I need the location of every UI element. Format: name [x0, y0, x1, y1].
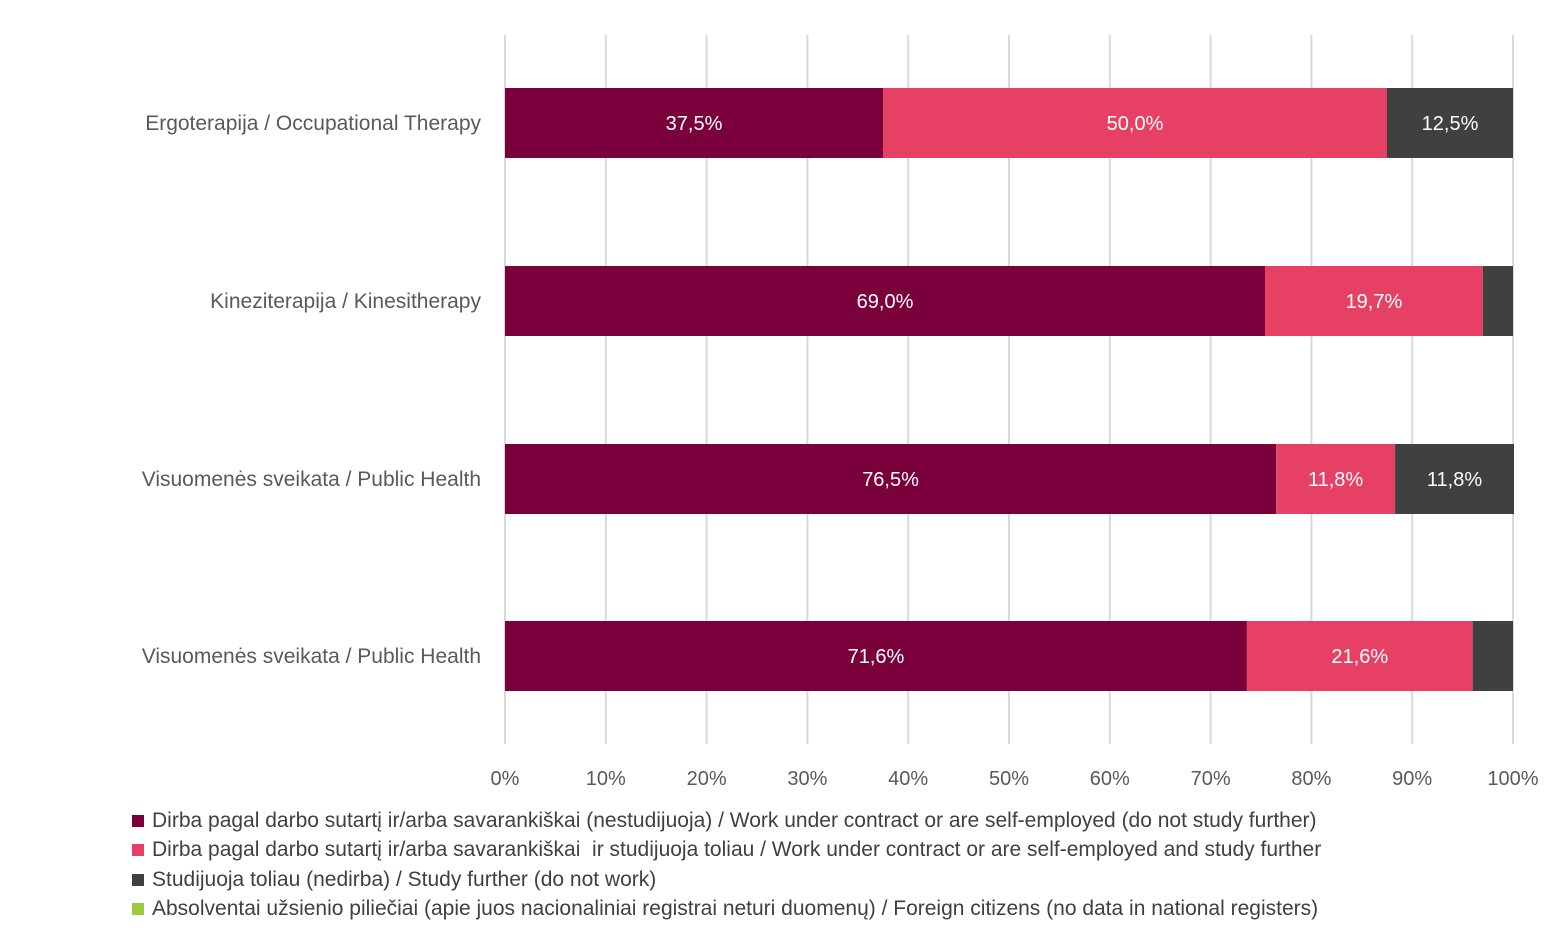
data-label: 12,5%: [1422, 113, 1479, 135]
bar-segment: [1387, 88, 1513, 158]
data-label: 21,6%: [1331, 646, 1388, 668]
x-tick-label: 100%: [1487, 768, 1538, 790]
legend-label: Dirba pagal darbo sutartį ir/arba savara…: [152, 838, 1322, 862]
legend-swatch: [132, 903, 144, 916]
bar-segment: [1246, 621, 1473, 691]
legend-label: Dirba pagal darbo sutartį ir/arba savara…: [152, 808, 1317, 832]
x-tick-label: 90%: [1392, 768, 1432, 790]
legend-swatch: [132, 844, 144, 857]
legend-item: Dirba pagal darbo sutartį ir/arba savara…: [132, 836, 1552, 866]
x-tick-label: 70%: [1191, 768, 1231, 790]
data-label: 50,0%: [1107, 113, 1164, 135]
x-tick-label: 60%: [1090, 768, 1130, 790]
bar-segment: [505, 88, 883, 158]
data-label: 37,5%: [666, 113, 723, 135]
x-tick-label: 20%: [687, 768, 727, 790]
bar-segment: [505, 621, 1247, 691]
legend-item: Dirba pagal darbo sutartį ir/arba savara…: [132, 806, 1552, 836]
bar-segment: [1395, 444, 1515, 514]
data-label: 11,8%: [1427, 469, 1482, 491]
legend-item: Absolventai užsienio piliečiai (apie juo…: [132, 895, 1552, 925]
category-label: Kineziterapija / Kinesitherapy: [210, 290, 481, 313]
bar-segment: [1276, 444, 1396, 514]
x-tick-label: 80%: [1291, 768, 1331, 790]
bar-segment: [1265, 266, 1483, 336]
legend-item: Studijuoja toliau (nedirba) / Study furt…: [132, 865, 1552, 895]
x-tick-label: 40%: [888, 768, 928, 790]
bar-segment: [505, 266, 1266, 336]
data-label: 19,7%: [1346, 291, 1403, 313]
category-label: Visuomenės sveikata / Public Health: [142, 468, 481, 491]
legend-label: Absolventai užsienio piliečiai (apie juo…: [152, 897, 1319, 921]
data-label: 71,6%: [848, 646, 905, 668]
x-tick-label: 50%: [989, 768, 1029, 790]
legend: Dirba pagal darbo sutartį ir/arba savara…: [132, 806, 1552, 924]
category-label: Visuomenės sveikata / Public Health: [142, 645, 481, 668]
bar-segment: [883, 88, 1387, 158]
x-tick-label: 30%: [787, 768, 827, 790]
legend-label: Studijuoja toliau (nedirba) / Study furt…: [152, 867, 657, 891]
bar-segment: [505, 444, 1277, 514]
category-label: Ergoterapija / Occupational Therapy: [145, 112, 481, 135]
data-label: 76,5%: [862, 469, 919, 491]
legend-swatch: [132, 814, 144, 827]
x-tick-label: 10%: [586, 768, 626, 790]
stacked-bar-chart: 37,5% 50,0% 12,5% Ergoterapija / Occupation…: [142, 35, 1539, 790]
chart-area: 37,5% 50,0% 12,5% Ergoterapija / Occupation…: [142, 35, 1539, 790]
legend-swatch: [132, 873, 144, 886]
bar-segment: [1482, 266, 1513, 336]
bar-segment: [1472, 621, 1513, 691]
data-label: 69,0%: [857, 291, 914, 313]
x-tick-label: 0%: [491, 768, 520, 790]
data-label: 11,8%: [1308, 469, 1363, 491]
